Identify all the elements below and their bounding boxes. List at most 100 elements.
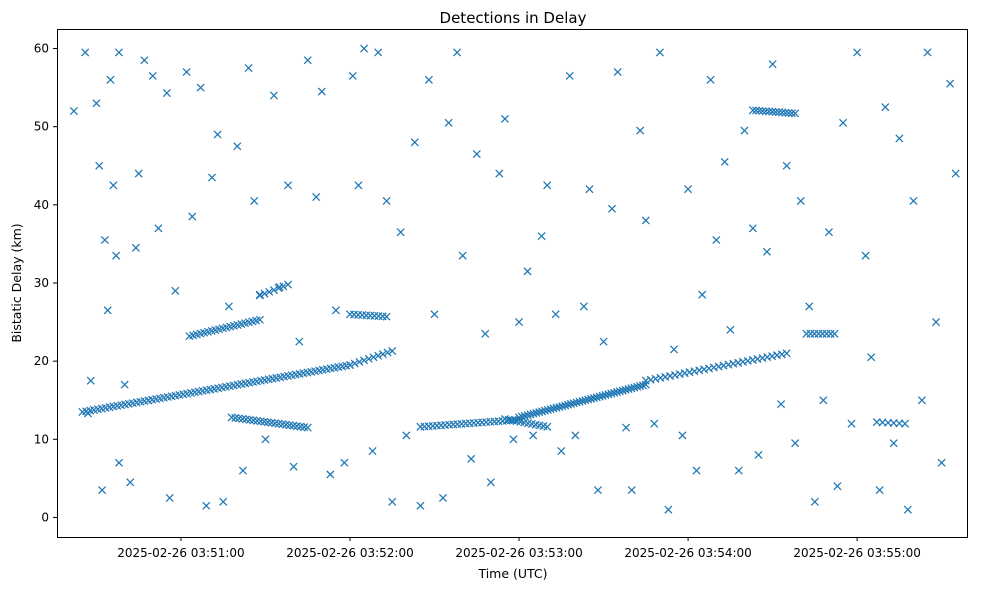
- data-point: [369, 353, 378, 362]
- data-point: [607, 389, 616, 398]
- data-point: [607, 204, 617, 213]
- data-point: [520, 411, 529, 420]
- y-axis-label: Bistatic Delay (km): [9, 223, 24, 342]
- data-point: [162, 89, 171, 98]
- data-point: [182, 67, 191, 77]
- y-tick-label: 60: [34, 42, 49, 56]
- data-point: [537, 232, 546, 241]
- data-point: [224, 302, 233, 311]
- data-point: [569, 399, 578, 408]
- data-point: [317, 87, 326, 96]
- data-point: [692, 466, 701, 475]
- data-point: [768, 60, 777, 69]
- data-point: [584, 395, 593, 404]
- data-point: [777, 400, 786, 409]
- data-point: [768, 352, 777, 361]
- data-point: [360, 44, 369, 53]
- data-point: [114, 458, 124, 467]
- data-point: [650, 419, 659, 428]
- data-point: [704, 364, 714, 373]
- chart-title: Detections in Delay: [440, 9, 587, 27]
- y-tick-label: 0: [41, 510, 49, 524]
- x-axis-label: Time (UTC): [477, 566, 547, 581]
- y-tick-label: 10: [34, 432, 49, 446]
- data-point: [781, 108, 790, 117]
- data-point: [748, 106, 757, 115]
- data-point: [546, 405, 555, 414]
- data-point: [610, 388, 619, 397]
- data-point: [833, 482, 842, 491]
- data-point: [641, 216, 650, 225]
- data-point: [540, 406, 550, 415]
- data-point: [661, 372, 670, 381]
- data-point: [213, 130, 222, 139]
- data-point: [410, 138, 419, 147]
- data-point: [875, 486, 884, 495]
- data-point: [543, 181, 552, 190]
- data-point: [724, 360, 733, 369]
- data-point: [86, 376, 95, 385]
- data-point: [774, 108, 783, 117]
- x-tick-label: 2025-02-26 03:55:00: [793, 546, 920, 560]
- data-point: [758, 106, 767, 116]
- data-point: [782, 161, 791, 170]
- data-point: [566, 399, 575, 409]
- data-point: [946, 79, 955, 88]
- data-point: [355, 357, 364, 366]
- data-point: [374, 351, 383, 360]
- data-point: [830, 329, 839, 338]
- data-point: [726, 325, 735, 334]
- data-point: [69, 107, 78, 116]
- data-point: [523, 267, 532, 276]
- data-point: [805, 302, 814, 311]
- data-point: [900, 419, 910, 428]
- x-axis: 2025-02-26 03:51:00 2025-02-26 03:52:00 20…: [117, 537, 921, 560]
- data-point: [765, 107, 774, 116]
- y-tick-label: 50: [34, 120, 49, 134]
- data-point: [255, 315, 264, 324]
- data-point: [638, 381, 647, 390]
- data-point: [690, 367, 699, 376]
- data-point: [354, 181, 363, 190]
- data-point: [951, 169, 960, 178]
- data-point: [326, 470, 335, 479]
- data-point: [543, 405, 552, 415]
- data-point: [458, 251, 467, 260]
- data-point: [624, 385, 633, 394]
- data-point: [796, 196, 805, 205]
- data-point: [743, 356, 752, 365]
- data-point: [255, 290, 264, 299]
- data-point: [698, 290, 707, 299]
- data-point: [382, 196, 391, 205]
- data-point: [396, 228, 405, 237]
- data-point: [368, 446, 377, 456]
- data-point: [207, 173, 216, 182]
- data-point: [762, 247, 772, 256]
- data-point: [579, 302, 588, 311]
- data-point: [538, 407, 547, 416]
- data-point: [83, 409, 93, 418]
- data-point: [424, 75, 433, 84]
- data-point: [565, 71, 574, 80]
- data-point: [578, 396, 587, 406]
- data-point: [685, 368, 694, 377]
- data-point: [295, 337, 304, 346]
- data-point: [312, 192, 321, 202]
- data-point: [509, 435, 518, 444]
- data-point: [755, 106, 764, 115]
- y-tick-label: 30: [34, 276, 49, 290]
- data-point: [772, 351, 782, 360]
- x-tick-label: 2025-02-26 03:52:00: [286, 546, 413, 560]
- data-point: [472, 150, 481, 159]
- data-point: [109, 181, 118, 190]
- data-point: [500, 114, 509, 123]
- x-tick-label: 2025-02-26 03:54:00: [624, 546, 751, 560]
- data-point: [126, 478, 135, 487]
- data-point: [515, 318, 524, 327]
- data-point: [238, 466, 247, 475]
- data-point: [345, 361, 355, 370]
- data-point: [92, 99, 101, 108]
- data-point: [444, 118, 453, 127]
- data-point: [604, 390, 613, 399]
- data-point: [283, 280, 293, 289]
